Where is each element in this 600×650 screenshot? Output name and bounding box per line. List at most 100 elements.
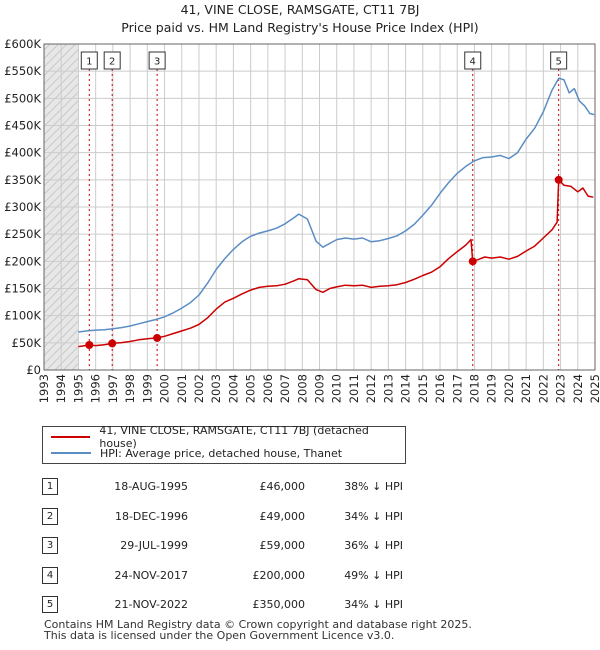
y-tick-label: £450K (4, 119, 41, 133)
x-tick-label: 2022 (536, 374, 550, 403)
x-tick-label: 2021 (519, 374, 533, 403)
sale-marker-box-frame (103, 51, 121, 70)
y-tick-label: £250K (4, 227, 41, 241)
x-tick-label: 2011 (347, 374, 361, 403)
y-tick-label: £550K (4, 64, 41, 78)
x-tick-label: 1997 (106, 374, 120, 403)
hpi-series-line (78, 77, 595, 333)
y-tick-label: £400K (4, 146, 41, 160)
sale-date: 21-NOV-2022 (114, 598, 188, 612)
sale-marker-box: 1 (80, 51, 98, 70)
sale-point (153, 333, 162, 342)
table-row: 1 18-AUG-1995 £46,000 38% ↓ HPI (42, 472, 403, 502)
sale-number-badge: 1 (42, 478, 58, 496)
legend-swatch-property (51, 436, 91, 438)
footer-licence: This data is licensed under the Open Gov… (44, 629, 395, 642)
legend-item-property: 41, VINE CLOSE, RAMSGATE, CT11 7BJ (deta… (51, 424, 405, 450)
y-tick-label: £500K (4, 91, 41, 105)
sale-price: £59,000 (259, 539, 306, 553)
legend-swatch-hpi (51, 452, 91, 454)
x-tick-label: 1998 (123, 374, 137, 403)
sale-marker-label: 5 (555, 57, 561, 68)
y-tick-label: £350K (4, 173, 41, 187)
x-tick-label: 2025 (588, 374, 600, 403)
sale-marker-label: 2 (109, 57, 115, 68)
x-tick-label: 2005 (244, 374, 258, 403)
x-tick-label: 2004 (226, 374, 240, 403)
sale-marker-box: 2 (103, 51, 121, 70)
sale-date: 18-DEC-1996 (114, 509, 188, 523)
x-tick-label: 2002 (192, 374, 206, 403)
sale-marker-box: 3 (148, 51, 166, 70)
sale-number-badge: 5 (42, 596, 58, 614)
y-tick-label: £100K (4, 309, 41, 323)
legend-label-property: 41, VINE CLOSE, RAMSGATE, CT11 7BJ (deta… (99, 424, 369, 450)
y-tick-label: £600K (4, 37, 41, 51)
x-tick-label: 2001 (175, 374, 189, 403)
x-tick-label: 2023 (554, 374, 568, 403)
sale-hpi-diff: 34% ↓ HPI (344, 598, 403, 612)
table-row: 2 18-DEC-1996 £49,000 34% ↓ HPI (42, 502, 403, 532)
x-tick-label: 2000 (158, 374, 172, 403)
property-series-line (78, 179, 594, 348)
sale-marker-box: 5 (550, 51, 568, 70)
plot-frame (43, 43, 596, 371)
x-tick-label: 2015 (416, 374, 430, 403)
y-tick-label: £300K (4, 200, 41, 214)
table-row: 3 29-JUL-1999 £59,000 36% ↓ HPI (42, 531, 403, 561)
sale-number-badge: 4 (42, 566, 58, 584)
y-tick-label: £150K (4, 282, 41, 296)
sale-marker-box-frame (464, 51, 482, 70)
x-tick-label: 1996 (89, 374, 103, 403)
sale-price: £350,000 (252, 598, 306, 612)
sale-marker-box-frame (550, 51, 568, 70)
sale-price: £46,000 (259, 480, 306, 494)
sale-marker-box: 4 (464, 51, 482, 70)
x-tick-label: 2006 (261, 374, 275, 403)
x-tick-label: 1993 (37, 374, 51, 403)
x-tick-label: 2014 (399, 374, 413, 403)
sale-date: 24-NOV-2017 (114, 568, 188, 582)
footer-copyright: Contains HM Land Registry data © Crown c… (44, 618, 472, 631)
sale-marker-label: 1 (86, 57, 92, 68)
x-tick-label: 2016 (433, 374, 447, 403)
x-tick-label: 2018 (467, 374, 481, 403)
x-tick-label: 1995 (71, 374, 85, 403)
sale-point (108, 339, 117, 348)
table-row: 4 24-NOV-2017 £200,000 49% ↓ HPI (42, 561, 403, 591)
chart-title: 41, VINE CLOSE, RAMSGATE, CT11 7BJ (180, 2, 420, 17)
sale-number-badge: 3 (42, 537, 58, 555)
x-tick-label: 2009 (313, 374, 327, 403)
y-tick-label: £50K (12, 336, 42, 350)
sale-marker-box-frame (148, 51, 166, 70)
legend-item-hpi: HPI: Average price, detached house, Than… (51, 445, 342, 461)
sale-date: 29-JUL-1999 (120, 539, 188, 553)
x-tick-label: 2012 (364, 374, 378, 403)
sale-marker-label: 4 (470, 57, 476, 68)
x-tick-label: 2007 (278, 374, 292, 403)
sale-date: 18-AUG-1995 (114, 480, 188, 494)
sale-marker-label: 3 (154, 57, 160, 68)
legend-label-hpi: HPI: Average price, detached house, Than… (100, 446, 343, 460)
sale-hpi-diff: 34% ↓ HPI (344, 509, 403, 523)
footer-notice: Contains HM Land Registry data © Crown c… (44, 619, 472, 641)
y-tick-label: £0 (26, 363, 41, 377)
sale-marker-box-frame (80, 51, 98, 70)
sale-hpi-diff: 36% ↓ HPI (344, 539, 403, 553)
x-tick-label: 1994 (54, 374, 68, 403)
x-tick-label: 2003 (209, 374, 223, 403)
chart-legend: 41, VINE CLOSE, RAMSGATE, CT11 7BJ (deta… (42, 424, 406, 464)
x-tick-label: 2013 (381, 374, 395, 403)
x-tick-label: 2020 (502, 374, 516, 403)
x-tick-label: 2010 (330, 374, 344, 403)
sale-point (554, 175, 563, 184)
sales-table: 1 18-AUG-1995 £46,000 38% ↓ HPI 2 18-DEC… (42, 472, 403, 620)
x-tick-label: 2019 (485, 374, 499, 403)
sale-hpi-diff: 38% ↓ HPI (344, 480, 403, 494)
sale-price: £200,000 (252, 568, 306, 582)
x-tick-label: 2008 (295, 374, 309, 403)
chart-subtitle: Price paid vs. HM Land Registry's House … (121, 20, 479, 35)
sale-point (85, 341, 94, 350)
x-tick-label: 2017 (450, 374, 464, 403)
y-tick-label: £200K (4, 254, 41, 268)
